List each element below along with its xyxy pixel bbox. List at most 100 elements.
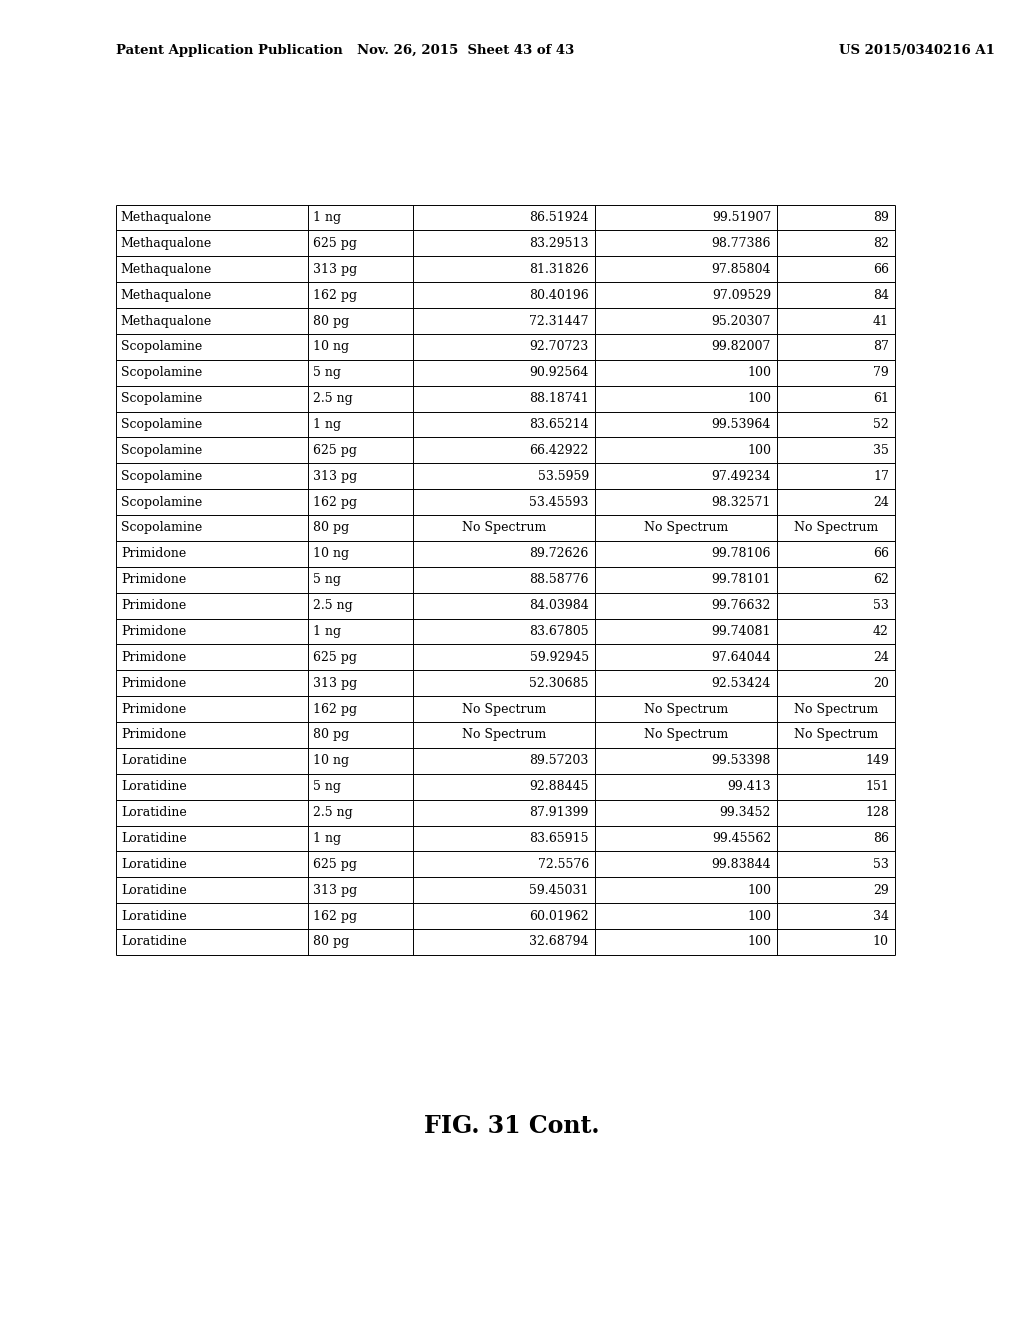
Text: 99.78106: 99.78106 — [712, 548, 771, 561]
Text: 61: 61 — [872, 392, 889, 405]
Text: 72.31447: 72.31447 — [529, 314, 589, 327]
Text: Primidone: Primidone — [121, 651, 186, 664]
Text: 128: 128 — [865, 807, 889, 820]
Text: 86.51924: 86.51924 — [529, 211, 589, 224]
Text: 89.72626: 89.72626 — [529, 548, 589, 561]
Text: 100: 100 — [748, 366, 771, 379]
Text: 81.31826: 81.31826 — [529, 263, 589, 276]
Text: 1 ng: 1 ng — [313, 418, 341, 432]
Text: 53: 53 — [872, 599, 889, 612]
Text: 625 pg: 625 pg — [313, 858, 357, 871]
Text: 100: 100 — [748, 909, 771, 923]
Text: Primidone: Primidone — [121, 573, 186, 586]
Text: 53: 53 — [872, 858, 889, 871]
Text: Methaqualone: Methaqualone — [121, 211, 212, 224]
Text: 83.65214: 83.65214 — [529, 418, 589, 432]
Text: 97.64044: 97.64044 — [712, 651, 771, 664]
Text: 80 pg: 80 pg — [313, 314, 349, 327]
Text: 83.29513: 83.29513 — [529, 236, 589, 249]
Text: 98.32571: 98.32571 — [712, 495, 771, 508]
Text: 10: 10 — [872, 936, 889, 949]
Text: Primidone: Primidone — [121, 599, 186, 612]
Text: FIG. 31 Cont.: FIG. 31 Cont. — [424, 1114, 600, 1138]
Text: 87: 87 — [872, 341, 889, 354]
Text: 99.78101: 99.78101 — [712, 573, 771, 586]
Text: 83.67805: 83.67805 — [529, 624, 589, 638]
Text: 99.53398: 99.53398 — [712, 754, 771, 767]
Text: 80.40196: 80.40196 — [529, 289, 589, 302]
Text: 99.413: 99.413 — [727, 780, 771, 793]
Text: 313 pg: 313 pg — [313, 677, 357, 690]
Text: 34: 34 — [872, 909, 889, 923]
Text: 1 ng: 1 ng — [313, 211, 341, 224]
Text: Scopolamine: Scopolamine — [121, 470, 202, 483]
Text: 90.92564: 90.92564 — [529, 366, 589, 379]
Text: 5 ng: 5 ng — [313, 780, 341, 793]
Text: Loratidine: Loratidine — [121, 780, 186, 793]
Text: 59.45031: 59.45031 — [529, 883, 589, 896]
Text: No Spectrum: No Spectrum — [644, 729, 728, 742]
Text: 72.5576: 72.5576 — [538, 858, 589, 871]
Text: No Spectrum: No Spectrum — [794, 702, 879, 715]
Text: Scopolamine: Scopolamine — [121, 392, 202, 405]
Text: 62: 62 — [872, 573, 889, 586]
Text: 92.70723: 92.70723 — [529, 341, 589, 354]
Text: 2.5 ng: 2.5 ng — [313, 599, 353, 612]
Text: Scopolamine: Scopolamine — [121, 521, 202, 535]
Text: 42: 42 — [872, 624, 889, 638]
Text: 99.76632: 99.76632 — [712, 599, 771, 612]
Text: 99.53964: 99.53964 — [712, 418, 771, 432]
Text: 80 pg: 80 pg — [313, 936, 349, 949]
Text: 52: 52 — [873, 418, 889, 432]
Text: 92.88445: 92.88445 — [529, 780, 589, 793]
Text: 99.45562: 99.45562 — [712, 832, 771, 845]
Text: 66: 66 — [872, 263, 889, 276]
Text: 97.85804: 97.85804 — [712, 263, 771, 276]
Text: 24: 24 — [872, 651, 889, 664]
Text: Primidone: Primidone — [121, 548, 186, 561]
Text: 162 pg: 162 pg — [313, 909, 357, 923]
Text: 60.01962: 60.01962 — [529, 909, 589, 923]
Text: 1 ng: 1 ng — [313, 832, 341, 845]
Text: Scopolamine: Scopolamine — [121, 444, 202, 457]
Text: 151: 151 — [865, 780, 889, 793]
Text: No Spectrum: No Spectrum — [462, 521, 546, 535]
Text: 625 pg: 625 pg — [313, 236, 357, 249]
Text: Methaqualone: Methaqualone — [121, 314, 212, 327]
Text: 313 pg: 313 pg — [313, 470, 357, 483]
Text: 84.03984: 84.03984 — [529, 599, 589, 612]
Text: 66: 66 — [872, 548, 889, 561]
Text: 99.83844: 99.83844 — [712, 858, 771, 871]
Text: Primidone: Primidone — [121, 677, 186, 690]
Text: 1 ng: 1 ng — [313, 624, 341, 638]
Text: Primidone: Primidone — [121, 702, 186, 715]
Text: 86: 86 — [872, 832, 889, 845]
Text: Primidone: Primidone — [121, 624, 186, 638]
Text: Loratidine: Loratidine — [121, 909, 186, 923]
Text: 10 ng: 10 ng — [313, 548, 349, 561]
Text: 92.53424: 92.53424 — [712, 677, 771, 690]
Text: 83.65915: 83.65915 — [529, 832, 589, 845]
Text: 100: 100 — [748, 444, 771, 457]
Text: Loratidine: Loratidine — [121, 858, 186, 871]
Text: 149: 149 — [865, 754, 889, 767]
Text: Scopolamine: Scopolamine — [121, 418, 202, 432]
Text: Methaqualone: Methaqualone — [121, 289, 212, 302]
Text: 5 ng: 5 ng — [313, 366, 341, 379]
Text: 162 pg: 162 pg — [313, 289, 357, 302]
Text: Primidone: Primidone — [121, 729, 186, 742]
Text: 625 pg: 625 pg — [313, 444, 357, 457]
Text: 99.3452: 99.3452 — [720, 807, 771, 820]
Text: Methaqualone: Methaqualone — [121, 236, 212, 249]
Text: 2.5 ng: 2.5 ng — [313, 807, 353, 820]
Text: 84: 84 — [872, 289, 889, 302]
Text: 97.09529: 97.09529 — [712, 289, 771, 302]
Text: Loratidine: Loratidine — [121, 883, 186, 896]
Text: 99.82007: 99.82007 — [712, 341, 771, 354]
Text: 41: 41 — [872, 314, 889, 327]
Text: 162 pg: 162 pg — [313, 702, 357, 715]
Text: 53.45593: 53.45593 — [529, 495, 589, 508]
Text: 66.42922: 66.42922 — [529, 444, 589, 457]
Text: 79: 79 — [873, 366, 889, 379]
Text: 17: 17 — [872, 470, 889, 483]
